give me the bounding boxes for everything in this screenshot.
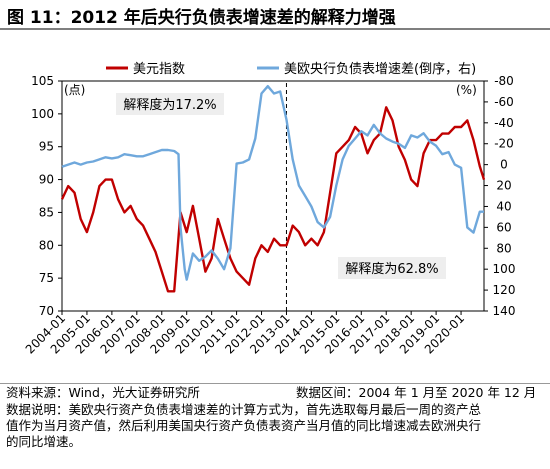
legend-label: 美元指数 (133, 62, 185, 77)
right-tick-label: 120 (493, 283, 516, 297)
footer: 资料来源：Wind，光大证券研究所 数据区间：2004 年 1 月至 2020 … (6, 385, 546, 450)
left-unit-label: (点) (64, 83, 85, 97)
figure-title: 图 11：2012 年后央行负债表增速差的解释力增强 (7, 8, 396, 28)
footer-divider (0, 383, 550, 384)
left-tick-label: 80 (39, 238, 54, 252)
plot-frame (61, 80, 485, 312)
right-tick-label: 40 (496, 199, 511, 213)
data-note-line-1: 数据说明：美欧央行资产负债表增速差的计算方式为，首先选取每月最后一周的资产总 (6, 402, 482, 417)
left-tick-label: 100 (31, 107, 54, 121)
right-tick-label: -20 (494, 137, 514, 151)
right-tick-label: 100 (493, 262, 516, 276)
axes: 70 75 80 85 90 95 100 105 -80 -60 -40 -20 0 20 40 60 80 1… (23, 74, 516, 357)
data-range-note: 数据区间：2004 年 1 月至 2020 年 12 月 (296, 385, 537, 400)
title-bar: 图 11：2012 年后央行负债表增速差的解释力增强 (0, 0, 550, 30)
dxy-line (60, 106, 486, 293)
right-tick-label: 140 (493, 304, 516, 318)
right-unit-label: (%) (456, 83, 477, 97)
annotations: 解释度为17.2% 解释度为62.8% (116, 93, 446, 279)
legend: 美元指数 美欧央行负债表增速差(倒序，右) (106, 62, 476, 77)
right-tick-label: 60 (496, 220, 511, 234)
annotation-text: 解释度为62.8% (345, 261, 438, 277)
left-tick-label: 90 (39, 173, 54, 187)
left-tick-label: 95 (39, 140, 54, 154)
balance-sheet-gap-line (61, 85, 484, 281)
left-tick-label: 85 (39, 205, 54, 219)
series-layer (60, 85, 486, 293)
right-tick-label: -40 (494, 116, 514, 130)
legend-label: 美欧央行负债表增速差(倒序，右) (284, 62, 476, 77)
annotation-box (338, 257, 446, 279)
data-note-line-2: 值作为当月资产值，然后利用美国央行资产负债表资产当月值的同比增速减去欧洲央行 (6, 418, 482, 433)
left-tick-label: 70 (39, 304, 54, 318)
annotation-text: 解释度为17.2% (123, 97, 216, 113)
right-tick-label: 20 (496, 179, 511, 193)
right-tick-label: -80 (494, 74, 514, 88)
right-tick-label: -60 (494, 95, 514, 109)
right-tick-label: 0 (500, 158, 508, 172)
left-tick-label: 105 (31, 74, 54, 88)
data-note-line-3: 的同比增速。 (6, 434, 82, 449)
left-tick-label: 75 (39, 271, 54, 285)
source-note: 资料来源：Wind，光大证券研究所 (6, 385, 200, 400)
right-tick-label: 80 (496, 241, 511, 255)
line-chart: 70 75 80 85 90 95 100 105 -80 -60 -40 -20 0 20 40 60 80 1… (23, 62, 516, 357)
annotation-box (116, 93, 224, 115)
